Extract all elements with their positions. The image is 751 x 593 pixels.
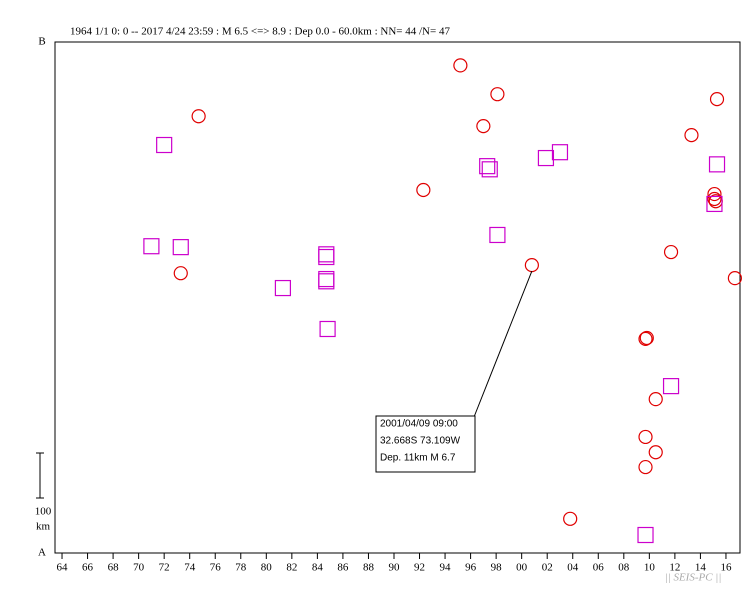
x-tick-label: 80 xyxy=(261,562,273,574)
square-marker xyxy=(318,248,335,266)
x-tick-label: 76 xyxy=(210,562,222,574)
plot-frame xyxy=(54,41,741,554)
circle-marker xyxy=(648,445,663,460)
x-tick-label: 64 xyxy=(57,562,69,574)
x-tick-label: 14 xyxy=(695,562,707,574)
circle-marker xyxy=(416,182,431,198)
x-tick-label: 82 xyxy=(286,562,297,574)
circle-marker xyxy=(638,429,653,445)
x-tick-label: 86 xyxy=(337,562,349,574)
circle-marker xyxy=(524,258,539,273)
circle-marker xyxy=(684,128,699,143)
square-marker xyxy=(318,273,335,290)
x-tick-label: 72 xyxy=(159,562,170,574)
square-marker xyxy=(537,149,555,167)
scale-bar xyxy=(36,452,44,499)
x-tick-label: 00 xyxy=(516,562,528,574)
watermark: || SEIS-PC || xyxy=(665,572,722,584)
circle-marker xyxy=(638,331,653,346)
x-tick-label: 70 xyxy=(133,562,145,574)
square-marker xyxy=(662,378,680,395)
x-tick-label: 94 xyxy=(440,562,452,574)
scale-label: 100 xyxy=(35,506,52,518)
x-tick-label: 88 xyxy=(363,562,375,574)
x-tick-label: 12 xyxy=(669,562,680,574)
square-marker xyxy=(143,238,160,255)
x-tick-label: 04 xyxy=(567,562,579,574)
chart-title: 1964 1/1 0: 0 -- 2017 4/24 23:59 : M 6.5… xyxy=(70,26,450,38)
x-tick-label: 06 xyxy=(593,562,605,574)
x-tick-label: 08 xyxy=(618,562,630,574)
x-tick-label: 78 xyxy=(235,562,247,574)
circle-marker xyxy=(490,87,505,102)
annotation-line: 32.668S 73.109W xyxy=(380,436,461,447)
circle-marker xyxy=(663,244,679,260)
square-marker xyxy=(479,158,496,175)
x-tick-label: 02 xyxy=(542,562,553,574)
circle-marker xyxy=(563,511,578,526)
x-tick-label: 10 xyxy=(644,562,656,574)
circle-marker xyxy=(639,330,654,346)
bottom-label: A xyxy=(38,547,46,559)
x-tick-label: 92 xyxy=(414,562,425,574)
leader-line xyxy=(473,270,533,418)
circle-marker xyxy=(173,266,188,281)
x-tick-label: 16 xyxy=(720,562,732,574)
square-marker xyxy=(551,144,569,161)
square-marker xyxy=(156,136,173,154)
x-tick-label: 66 xyxy=(82,562,94,574)
circle-marker xyxy=(453,58,468,73)
circle-marker xyxy=(648,392,663,407)
circle-marker xyxy=(476,119,491,134)
square-marker xyxy=(637,526,654,544)
square-marker xyxy=(706,195,723,213)
circle-marker xyxy=(727,271,742,286)
annotation-line: Dep. 11km M 6.7 xyxy=(380,453,456,464)
circle-marker xyxy=(638,459,653,475)
x-tick-label: 96 xyxy=(465,562,477,574)
x-tick-label: 90 xyxy=(388,562,400,574)
x-tick-label: 84 xyxy=(312,562,324,574)
annotation-box xyxy=(375,415,476,473)
square-marker xyxy=(708,156,726,173)
x-tick-label: 74 xyxy=(184,562,196,574)
x-tick-label: 68 xyxy=(108,562,120,574)
square-marker xyxy=(319,320,336,338)
square-marker xyxy=(481,161,498,178)
square-marker xyxy=(172,239,189,256)
top-label: B xyxy=(38,36,45,48)
square-marker xyxy=(274,279,292,297)
circle-marker xyxy=(707,191,722,207)
x-tick-label: 98 xyxy=(491,562,503,574)
annotation-line: 2001/04/09 09:00 xyxy=(380,419,458,430)
circle-marker xyxy=(709,92,725,107)
square-marker xyxy=(489,226,506,244)
circle-marker xyxy=(707,186,722,202)
scale-unit: km xyxy=(36,521,51,533)
circle-marker xyxy=(191,109,206,124)
